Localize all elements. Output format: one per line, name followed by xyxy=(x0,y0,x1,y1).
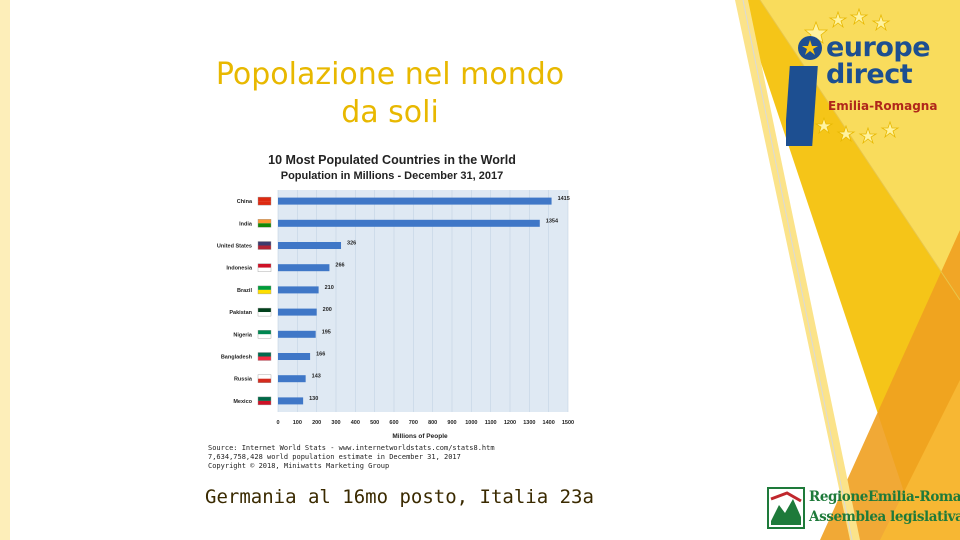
russia-flag-icon xyxy=(257,374,272,383)
nigeria-flag-icon xyxy=(257,330,272,339)
logo-text-direct: direct xyxy=(826,59,913,90)
category-label: United States xyxy=(217,244,252,250)
bar-china xyxy=(278,197,552,205)
category-label: Pakistan xyxy=(229,310,252,316)
region-text-line1: RegioneEmilia-Romagna xyxy=(809,489,960,505)
bar-brazil xyxy=(278,286,319,294)
category-label: Nigeria xyxy=(233,332,253,338)
bangladesh-flag-icon xyxy=(257,352,272,361)
mexico-flag-icon xyxy=(257,396,272,406)
x-tick-label: 800 xyxy=(428,420,437,426)
bar-india xyxy=(278,219,540,227)
bar-value-label: 166 xyxy=(316,352,325,358)
slide-title-line1: Popolazione nel mondo xyxy=(215,57,565,92)
category-label: Indonesia xyxy=(226,266,253,272)
pakistan-flag-icon xyxy=(257,307,272,317)
logo-text-region: Emilia-Romagna xyxy=(828,99,938,113)
logo-text-europe: europe xyxy=(826,32,931,63)
slide-title: Popolazione nel mondo da soli xyxy=(180,56,600,132)
source-line1: Source: Internet World Stats - www.inter… xyxy=(208,444,495,452)
bar-value-label: 1415 xyxy=(558,196,570,202)
usa-flag-icon xyxy=(257,241,272,250)
bar-pakistan xyxy=(278,308,317,316)
chart-source: Source: Internet World Stats - www.inter… xyxy=(208,444,528,471)
bar-value-label: 326 xyxy=(347,241,356,247)
bar-value-label: 1354 xyxy=(546,218,559,224)
bar-indonesia xyxy=(278,264,330,272)
category-label: Brazil xyxy=(237,288,252,294)
x-tick-label: 900 xyxy=(447,420,456,426)
x-tick-label: 600 xyxy=(389,420,398,426)
category-label: India xyxy=(239,221,253,227)
x-tick-label: 1500 xyxy=(562,420,574,426)
population-chart: 10 Most Populated Countries in the World… xyxy=(200,142,590,472)
x-tick-label: 500 xyxy=(370,420,379,426)
bar-russia xyxy=(278,375,306,383)
bar-value-label: 266 xyxy=(335,263,344,269)
bar-mexico xyxy=(278,397,304,405)
x-tick-label: 1300 xyxy=(523,420,535,426)
india-flag-icon xyxy=(257,219,272,228)
bar-value-label: 195 xyxy=(322,329,331,335)
china-flag-icon xyxy=(257,196,272,206)
category-label: Mexico xyxy=(233,399,252,405)
bar-value-label: 143 xyxy=(312,374,321,380)
category-label: Bangladesh xyxy=(221,355,253,361)
plot-area xyxy=(278,190,568,412)
brazil-flag-icon xyxy=(257,285,272,295)
x-tick-label: 100 xyxy=(293,420,302,426)
x-tick-label: 0 xyxy=(276,420,279,426)
x-tick-label: 1000 xyxy=(465,420,477,426)
europe-direct-logo: europe direct Emilia-Romagna xyxy=(786,6,946,146)
x-tick-label: 200 xyxy=(312,420,321,426)
slide-caption: Germania al 16mo posto, Italia 23a xyxy=(205,486,594,508)
x-tick-label: 300 xyxy=(331,420,340,426)
slide-title-line2: da soli xyxy=(341,95,439,130)
indonesia-flag-icon xyxy=(257,263,272,272)
x-axis-label: Millions of People xyxy=(392,433,448,440)
regione-emblem-icon xyxy=(767,487,805,529)
source-line3: Copyright © 2018, Miniwatts Marketing Gr… xyxy=(208,462,390,470)
source-line2: 7,634,758,428 world population estimate … xyxy=(208,453,461,461)
bar-value-label: 200 xyxy=(323,307,332,313)
category-label: China xyxy=(237,199,253,205)
x-tick-label: 400 xyxy=(351,420,360,426)
x-tick-label: 700 xyxy=(409,420,418,426)
bar-value-label: 130 xyxy=(309,396,318,402)
regione-emilia-romagna-logo: RegioneEmilia-Romagna Assemblea legislat… xyxy=(767,487,960,529)
chart-title: 10 Most Populated Countries in the World xyxy=(268,153,516,167)
chart-subtitle: Population in Millions - December 31, 20… xyxy=(281,170,504,182)
category-label: Russia xyxy=(234,377,253,383)
x-tick-label: 1400 xyxy=(543,420,555,426)
bar-value-label: 210 xyxy=(325,285,334,291)
bar-united-states xyxy=(278,242,342,249)
bar-nigeria xyxy=(278,330,316,338)
eu-star-icon xyxy=(786,7,900,146)
x-tick-label: 1100 xyxy=(485,420,497,426)
region-text-line2: Assemblea legislativa xyxy=(809,509,960,525)
x-tick-label: 1200 xyxy=(504,420,516,426)
chart-svg: 10 Most Populated Countries in the World… xyxy=(217,153,574,440)
bar-bangladesh xyxy=(278,353,311,360)
